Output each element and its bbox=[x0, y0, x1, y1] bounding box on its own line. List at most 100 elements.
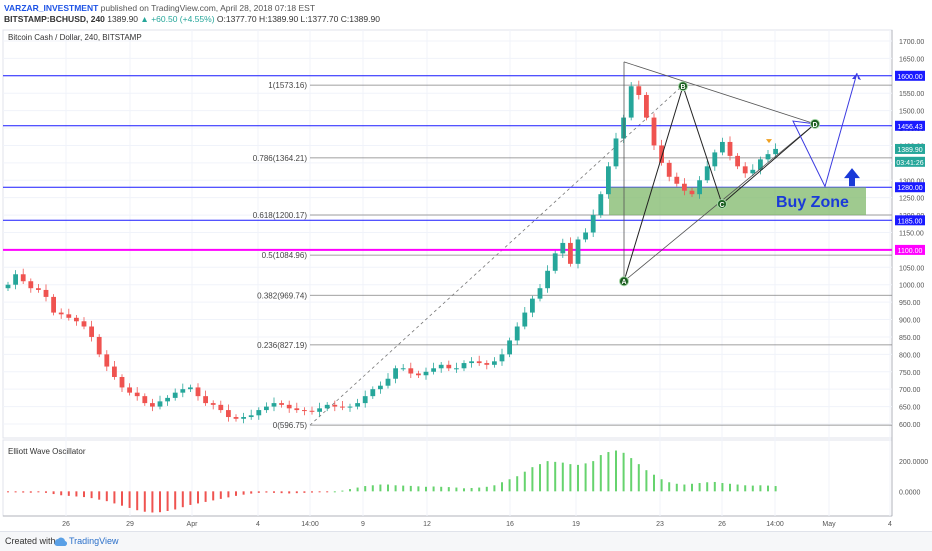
author-link[interactable]: VARZAR_INVESTMENT bbox=[4, 3, 99, 13]
oscillator-bar bbox=[409, 485, 412, 492]
oscillator-bar bbox=[767, 485, 769, 492]
candle-body bbox=[613, 138, 619, 167]
projection-arrowhead-icon bbox=[852, 73, 861, 81]
y-tick-label: 650.00 bbox=[899, 405, 921, 412]
tradingview-link[interactable]: TradingView bbox=[69, 536, 119, 546]
oscillator-bar bbox=[683, 484, 686, 492]
oscillator-bar bbox=[98, 491, 101, 500]
candle-body bbox=[598, 194, 604, 216]
oscillator-bar bbox=[250, 491, 253, 494]
oscillator-bar bbox=[181, 491, 184, 508]
y-tick-label: 600.00 bbox=[899, 422, 921, 429]
oscillator-bar bbox=[174, 491, 177, 510]
candle-body bbox=[727, 141, 733, 156]
oscillator-bar bbox=[204, 491, 207, 502]
oscillator-title: Elliott Wave Oscillator bbox=[8, 447, 86, 456]
pattern-point-marker bbox=[717, 198, 727, 209]
candle-body bbox=[476, 361, 482, 364]
oscillator-bar bbox=[90, 491, 93, 499]
oscillator-bar bbox=[379, 484, 382, 492]
oscillator-bar bbox=[706, 482, 709, 492]
oscillator-bar bbox=[660, 479, 663, 492]
candle-body bbox=[408, 368, 414, 374]
candle-body bbox=[264, 406, 269, 411]
oscillator-bar bbox=[470, 488, 473, 492]
pattern-point-label: C bbox=[719, 202, 724, 209]
candle-body bbox=[682, 183, 687, 191]
oscillator-bar bbox=[774, 486, 777, 492]
oscillator-bar bbox=[425, 486, 427, 492]
x-tick-label: 4 bbox=[256, 521, 260, 528]
candle-body bbox=[355, 403, 360, 407]
signal-marker-icon bbox=[766, 139, 772, 144]
oscillator-bar bbox=[630, 458, 633, 492]
up-arrow-icon: ▲ bbox=[140, 14, 149, 24]
y-tick-label: 800.00 bbox=[899, 352, 921, 359]
y-tick-label: 1500.00 bbox=[899, 109, 924, 116]
oscillator-tick-label: 200.0000 bbox=[899, 459, 928, 466]
candle-body bbox=[233, 417, 239, 419]
oscillator-bar bbox=[128, 491, 131, 508]
oscillator-bar bbox=[546, 461, 549, 492]
fib-level-label: 0.786(1364.21) bbox=[253, 154, 308, 163]
oscillator-bar bbox=[7, 491, 9, 493]
oscillator-bar bbox=[52, 491, 55, 495]
x-tick-label: 19 bbox=[572, 521, 580, 528]
candle-body bbox=[89, 326, 94, 337]
fib-level-label: 0.618(1200.17) bbox=[253, 211, 308, 220]
oscillator-bar bbox=[113, 491, 116, 504]
oscillator-bar bbox=[645, 470, 648, 492]
oscillator-bar bbox=[653, 474, 655, 492]
candle-body bbox=[537, 288, 543, 299]
oscillator-bar bbox=[592, 461, 595, 492]
candle-body bbox=[720, 141, 725, 153]
candle-body bbox=[51, 296, 56, 313]
oscillator-bar bbox=[212, 491, 215, 501]
oscillator-bar bbox=[273, 491, 275, 493]
price-tag-box bbox=[895, 182, 925, 193]
candle-body bbox=[241, 417, 246, 419]
oscillator-bar bbox=[554, 461, 557, 492]
oscillator-bar bbox=[83, 491, 85, 498]
oscillator-bar bbox=[371, 485, 374, 492]
y-tick-label: 1700.00 bbox=[899, 39, 924, 46]
candle-body bbox=[393, 368, 398, 379]
y-tick-label: 1300.00 bbox=[899, 178, 924, 185]
pattern-point-marker bbox=[619, 276, 629, 287]
candle-body bbox=[20, 274, 26, 282]
candle-body bbox=[438, 364, 444, 369]
candle-body bbox=[416, 373, 421, 376]
candle-body bbox=[195, 387, 201, 397]
oscillator-bar bbox=[531, 467, 534, 492]
candle-body bbox=[81, 321, 87, 327]
candle-body bbox=[560, 242, 566, 254]
oscillator-bar bbox=[508, 479, 511, 492]
y-tick-label: 950.00 bbox=[899, 300, 921, 307]
candle-body bbox=[324, 404, 330, 409]
y-tick-label: 1050.00 bbox=[899, 265, 924, 272]
oscillator-bar bbox=[257, 491, 260, 493]
candle-body bbox=[385, 378, 391, 386]
x-tick-label: Apr bbox=[187, 521, 199, 528]
candle-body bbox=[697, 180, 702, 195]
candle-body bbox=[644, 94, 649, 118]
oscillator-bar bbox=[569, 464, 572, 492]
pattern-point-label: D bbox=[812, 122, 817, 129]
oscillator-bar bbox=[584, 463, 587, 492]
candle-body bbox=[492, 361, 497, 365]
fib-level-label: 1(1573.16) bbox=[268, 81, 307, 90]
x-tick-label: 26 bbox=[718, 521, 726, 528]
x-tick-label: 23 bbox=[656, 521, 664, 528]
candle-body bbox=[5, 284, 11, 289]
candle-body bbox=[628, 86, 634, 118]
oscillator-bar bbox=[744, 485, 747, 492]
x-tick-label: 4 bbox=[888, 521, 892, 528]
abcd-path bbox=[623, 84, 816, 282]
price-tag-box bbox=[895, 215, 925, 226]
oscillator-bar bbox=[37, 491, 40, 493]
candle-body bbox=[332, 404, 338, 407]
oscillator-bar bbox=[485, 486, 488, 492]
candle-body bbox=[735, 155, 740, 167]
price-tag-label: 03:41:26 bbox=[896, 160, 923, 167]
price-tag-box bbox=[895, 143, 925, 154]
